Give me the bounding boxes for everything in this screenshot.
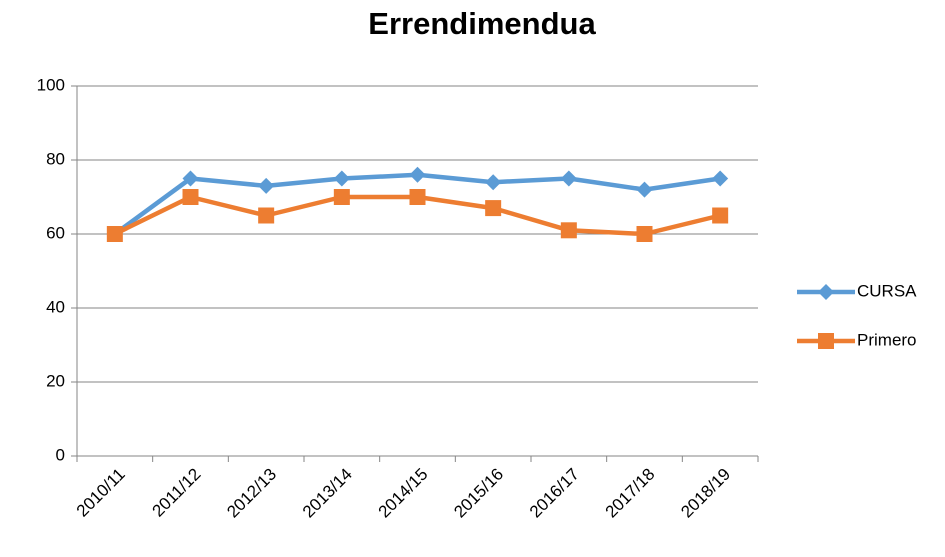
y-tick-label: 20 bbox=[46, 371, 65, 390]
data-point bbox=[636, 181, 653, 198]
x-tick-label: 2013/14 bbox=[299, 465, 356, 522]
y-tick-label: 0 bbox=[56, 445, 65, 464]
legend-marker bbox=[818, 284, 834, 300]
data-point bbox=[333, 170, 350, 187]
x-tick-label: 2017/18 bbox=[602, 465, 659, 522]
y-tick-label: 80 bbox=[46, 149, 65, 168]
legend-label: CURSA bbox=[857, 281, 917, 300]
chart-title: Errendimendua bbox=[368, 6, 596, 41]
legend-label: Primero bbox=[857, 330, 917, 349]
data-point bbox=[409, 189, 426, 205]
data-point bbox=[485, 200, 502, 217]
data-point bbox=[258, 177, 275, 194]
y-tick-label: 100 bbox=[37, 75, 65, 94]
x-tick-label: 2010/11 bbox=[73, 465, 129, 521]
data-point bbox=[182, 170, 199, 187]
data-point bbox=[409, 166, 426, 183]
data-point bbox=[106, 226, 123, 242]
y-tick-label: 40 bbox=[46, 297, 65, 316]
data-point bbox=[560, 222, 577, 239]
data-point bbox=[636, 226, 653, 242]
x-tick-label: 2018/19 bbox=[677, 465, 734, 522]
data-point bbox=[333, 189, 350, 205]
legend-marker bbox=[818, 333, 834, 349]
data-point bbox=[485, 174, 502, 191]
x-tick-label: 2016/17 bbox=[526, 465, 583, 522]
data-point bbox=[258, 207, 275, 224]
data-point bbox=[560, 170, 577, 187]
x-tick-label: 2015/16 bbox=[450, 465, 507, 522]
x-tick-label: 2011/12 bbox=[148, 465, 204, 521]
y-tick-label: 60 bbox=[46, 223, 65, 242]
x-tick-label: 2014/15 bbox=[375, 465, 432, 522]
data-point bbox=[712, 207, 729, 224]
x-tick-label: 2012/13 bbox=[223, 465, 280, 522]
data-point bbox=[712, 170, 729, 187]
data-point bbox=[182, 189, 199, 205]
